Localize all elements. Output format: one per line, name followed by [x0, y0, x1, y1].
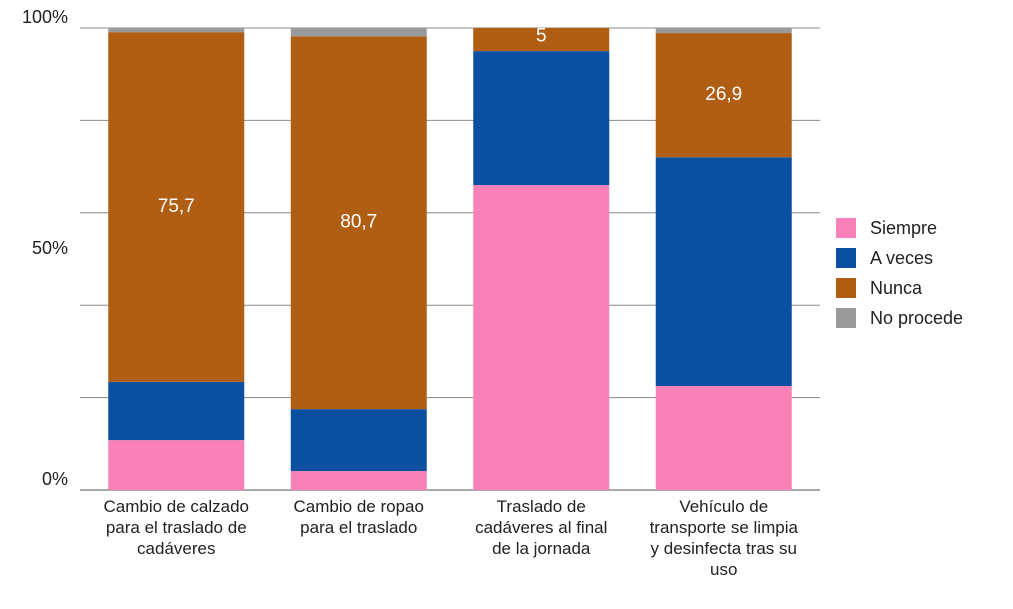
- bar-segment: [108, 440, 245, 490]
- bar-segment: [290, 471, 427, 490]
- data-label: 80,7: [340, 212, 377, 233]
- legend-label: A veces: [870, 248, 933, 268]
- legend-label: Siempre: [870, 218, 937, 238]
- bar-segment: [290, 28, 427, 37]
- bar-segment: [473, 28, 610, 52]
- legend-swatch: [836, 278, 856, 298]
- bar-segment: [655, 28, 792, 34]
- legend-swatch: [836, 248, 856, 268]
- x-tick-label: Vehículo de transporte se limpia y desin…: [649, 497, 798, 579]
- bar-segment: [108, 32, 245, 382]
- bar-segment: [655, 386, 792, 490]
- y-tick-label: 50%: [32, 238, 68, 258]
- data-label: 5: [536, 26, 547, 47]
- bar-segment: [655, 33, 792, 158]
- bar-segment: [290, 409, 427, 472]
- y-tick-label: 100%: [22, 7, 68, 27]
- bar-segment: [290, 36, 427, 410]
- bar-segment: [655, 157, 792, 387]
- bar-segment: [473, 51, 610, 186]
- bar-segment: [473, 185, 610, 490]
- bar-segment: [108, 28, 245, 33]
- legend-label: No procede: [870, 308, 963, 328]
- x-tick-label: Cambio de calzado para el traslado de ca…: [103, 497, 250, 558]
- bar-segment: [108, 381, 245, 441]
- x-tick-label: Cambio de ropao para el traslado: [293, 497, 424, 537]
- data-label: 75,7: [158, 196, 195, 217]
- legend-swatch: [836, 308, 856, 328]
- x-tick-label: Traslado de cadáveres al final de la jor…: [475, 497, 608, 558]
- legend-label: Nunca: [870, 278, 923, 298]
- legend-swatch: [836, 218, 856, 238]
- data-label: 26,9: [705, 84, 742, 105]
- y-tick-label: 0%: [42, 469, 68, 489]
